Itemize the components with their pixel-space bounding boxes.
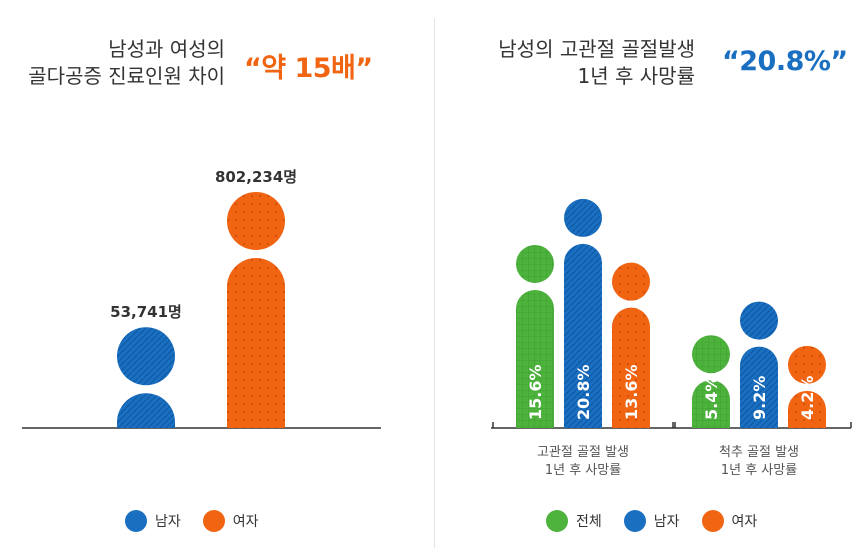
legend-label: 여자 — [232, 514, 259, 530]
legend-label: 여자 — [731, 514, 758, 530]
left-bar-여자 — [227, 258, 285, 428]
left-legend: 남자 여자 — [125, 510, 281, 532]
right-head-여자 — [788, 345, 826, 384]
left-head-남자 — [117, 327, 175, 386]
legend-item: 여자 — [202, 510, 259, 532]
legend-item: 여자 — [701, 510, 758, 532]
legend-swatch — [701, 510, 724, 532]
right-bar-여자 — [612, 307, 650, 428]
right-group-label: 척추 골절 발생 — [719, 445, 799, 460]
right-head-남자 — [740, 301, 778, 340]
right-head-전체 — [692, 335, 730, 374]
right-chart-title: 남성의 고관절 골절발생 1년 후 사망률 — [498, 36, 695, 90]
left-value-label: 802,234명 — [215, 168, 297, 186]
right-group-label: 1년 후 사망률 — [545, 463, 621, 478]
right-title-line2: 1년 후 사망률 — [577, 64, 695, 88]
legend-swatch — [125, 510, 147, 532]
left-value-label: 53,741명 — [110, 303, 182, 321]
right-head-남자 — [564, 198, 602, 237]
left-chart: 53,741명 802,234명 — [22, 168, 381, 429]
legend-item: 전체 — [546, 510, 602, 532]
right-title-line1: 남성의 고관절 골절발생 — [498, 37, 695, 61]
legend-label: 남자 — [155, 514, 181, 530]
right-value-label: 9.2% — [750, 376, 769, 420]
right-head-여자 — [612, 262, 650, 301]
left-bar-남자 — [117, 393, 175, 428]
left-chart-title: 남성과 여성의 골다공증 진료인원 차이 — [28, 36, 225, 90]
right-value-label: 20.8% — [574, 364, 593, 420]
right-group-label: 고관절 골절 발생 — [537, 445, 629, 460]
legend-label: 전체 — [576, 514, 602, 530]
legend-swatch — [546, 510, 568, 532]
legend-label: 남자 — [653, 514, 680, 530]
right-value-label: 13.6% — [622, 364, 641, 420]
left-head-여자 — [227, 192, 285, 250]
legend-item: 남자 — [623, 510, 680, 532]
right-bar-남자 — [564, 243, 602, 428]
left-title-line1: 남성과 여성의 — [108, 37, 225, 61]
right-highlight: “20.8%” — [722, 46, 848, 77]
right-bar-여자 — [788, 390, 827, 428]
right-bar-전체 — [692, 380, 730, 428]
right-chart: 15.6% 5.4% 20.8% 9.2% 13.6% 4.2% 고관절 골절 발생 1년 후… — [491, 198, 852, 478]
right-value-label: 15.6% — [526, 364, 545, 420]
right-legend: 전체 남자 여자 — [546, 510, 779, 532]
left-title-line2: 골다공증 진료인원 차이 — [28, 64, 225, 88]
right-value-label: 4.2% — [798, 376, 817, 420]
left-highlight: “약 15배” — [244, 53, 373, 84]
panel-divider — [434, 18, 435, 548]
right-head-전체 — [516, 244, 554, 283]
right-group-label: 1년 후 사망률 — [721, 463, 797, 478]
right-bar-남자 — [740, 346, 778, 428]
right-value-label: 5.4% — [702, 376, 721, 420]
legend-item: 남자 — [125, 510, 181, 532]
right-bar-전체 — [516, 289, 554, 428]
legend-swatch — [623, 510, 646, 532]
legend-swatch — [202, 510, 225, 532]
